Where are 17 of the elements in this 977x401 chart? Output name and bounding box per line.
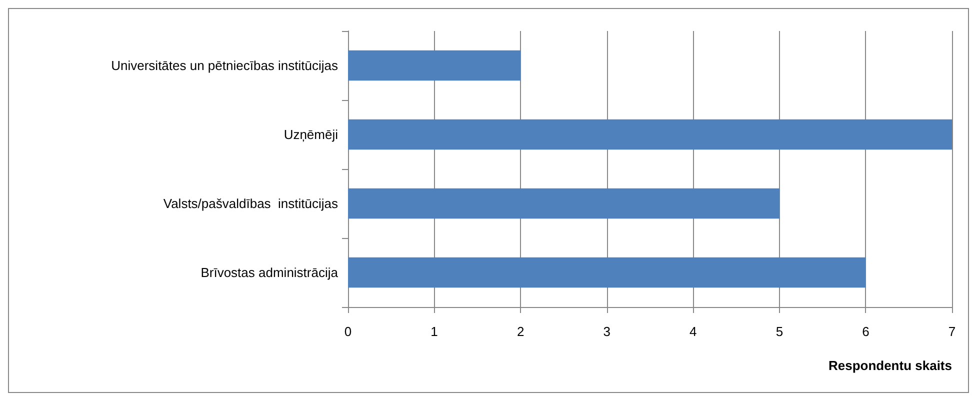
- x-axis-title: Respondentu skaits: [828, 358, 952, 373]
- x-tick-label: 4: [690, 324, 697, 339]
- bar: [348, 119, 952, 150]
- y-tick-label: Uzņēmēji: [284, 127, 338, 142]
- bar: [348, 50, 521, 81]
- y-tick-label: Universitātes un pētniecības institūcijas: [111, 58, 338, 73]
- x-tick-label: 1: [430, 324, 438, 339]
- y-tick-label: Brīvostas administrācija: [200, 265, 339, 280]
- y-tick-label: Valsts/pašvaldības institūcijas: [163, 196, 338, 211]
- x-tick-label: 6: [862, 324, 870, 339]
- x-tick-label: 3: [603, 324, 610, 339]
- x-tick-label: 2: [516, 324, 524, 339]
- bar: [348, 188, 780, 219]
- bar: [348, 257, 866, 288]
- x-tick-label: 0: [344, 324, 352, 339]
- x-tick-label: 7: [948, 324, 956, 339]
- x-tick-label: 5: [776, 324, 784, 339]
